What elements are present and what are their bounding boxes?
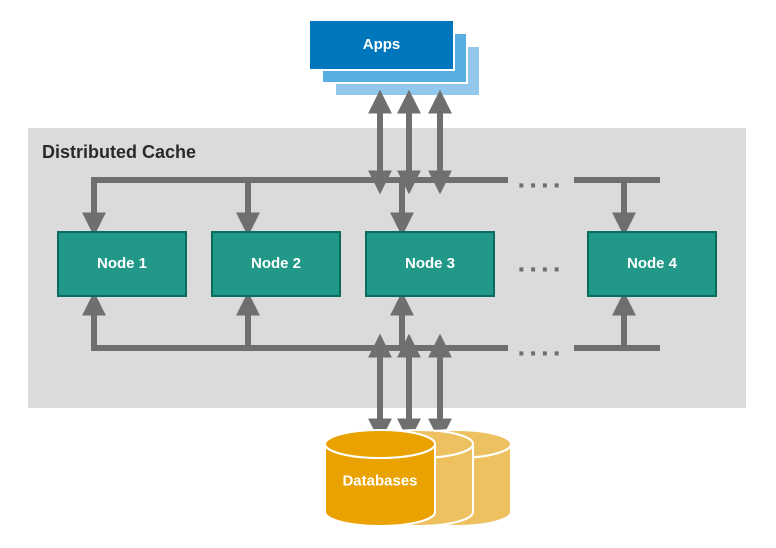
cache-title: Distributed Cache [42, 142, 196, 162]
ellipsis-mid_gap: .... [517, 246, 564, 277]
ellipsis-bottom_gap: .... [517, 330, 564, 361]
node-label-0: Node 1 [97, 255, 147, 272]
node-label-3: Node 4 [627, 255, 678, 272]
ellipsis-top_gap: .... [517, 162, 564, 193]
node-label-1: Node 2 [251, 255, 301, 272]
apps-label: Apps [363, 36, 401, 53]
databases-label: Databases [342, 472, 417, 489]
node-label-2: Node 3 [405, 255, 455, 272]
